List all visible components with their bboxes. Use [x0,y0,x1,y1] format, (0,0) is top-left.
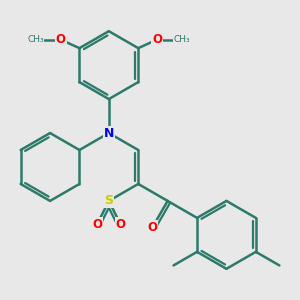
Text: CH₃: CH₃ [27,35,44,44]
Text: N: N [104,127,114,140]
Text: O: O [152,33,162,46]
Text: O: O [56,33,66,46]
Text: O: O [92,218,102,231]
Text: S: S [104,194,113,207]
Text: O: O [147,221,158,234]
Text: O: O [116,218,126,231]
Text: CH₃: CH₃ [174,35,190,44]
